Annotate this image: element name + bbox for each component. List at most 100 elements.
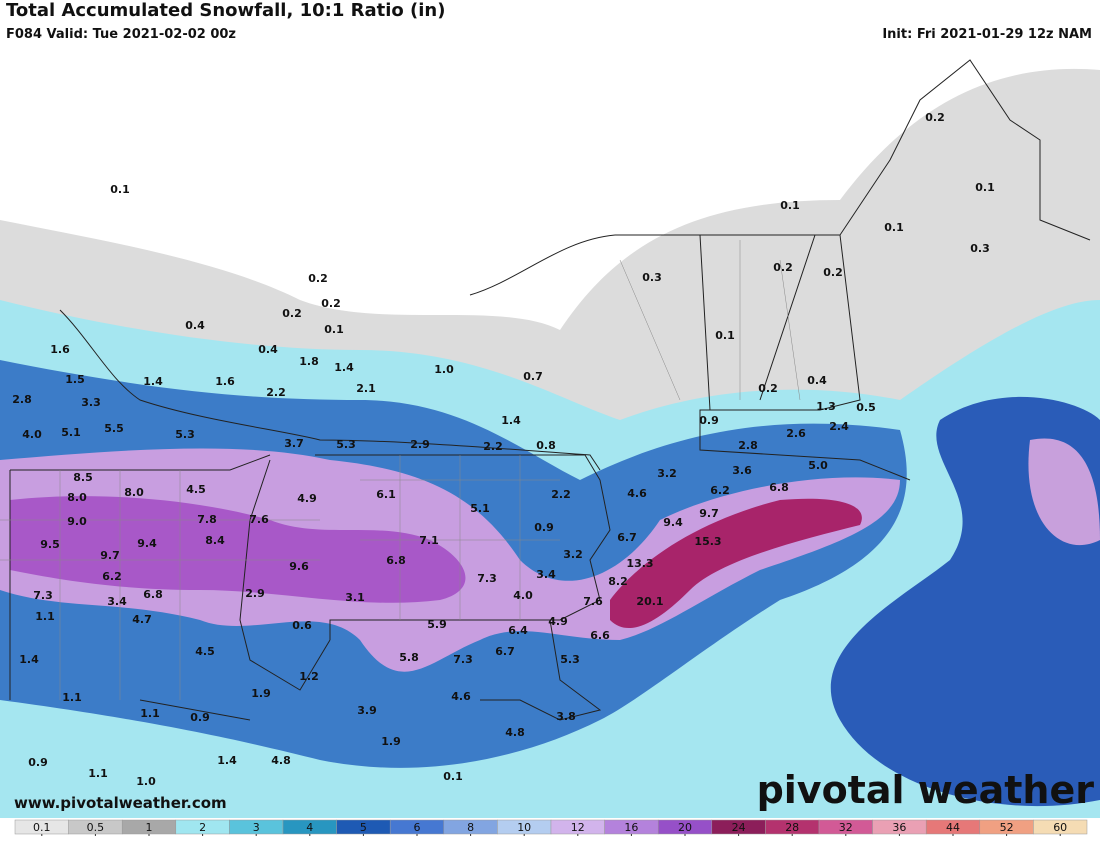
map: 0.1 0.2 0.2 0.2 0.1 0.4 0.4 1.6 1.8 1.4 1.0 0.7 1.5 1… bbox=[0, 46, 1100, 818]
colorbar-tick-label: 0.1 bbox=[33, 821, 51, 834]
snowfall-label: 3.4 bbox=[536, 568, 556, 581]
valid-time: F084 Valid: Tue 2021-02-02 00z bbox=[6, 27, 236, 42]
colorbar-tick-label: 52 bbox=[1000, 821, 1014, 834]
snowfall-label: 5.3 bbox=[336, 438, 356, 451]
snowfall-label: 0.1 bbox=[780, 199, 800, 212]
snowfall-label: 6.7 bbox=[495, 645, 515, 658]
colorbar-tick-label: 12 bbox=[571, 821, 585, 834]
snowfall-label: 3.3 bbox=[81, 396, 101, 409]
snowfall-label: 4.0 bbox=[22, 428, 42, 441]
snowfall-label: 1.0 bbox=[434, 363, 454, 376]
snowfall-label: 2.1 bbox=[356, 382, 376, 395]
snowfall-label: 0.4 bbox=[185, 319, 205, 332]
snowfall-label: 0.5 bbox=[856, 401, 876, 414]
snowfall-label: 1.9 bbox=[251, 687, 271, 700]
snowfall-label: 4.5 bbox=[195, 645, 215, 658]
snowfall-label: 2.9 bbox=[410, 438, 430, 451]
snowfall-label: 1.4 bbox=[143, 375, 163, 388]
snowfall-label: 3.8 bbox=[556, 710, 576, 723]
colorbar-tick-label: 24 bbox=[732, 821, 746, 834]
snowfall-label: 0.4 bbox=[807, 374, 827, 387]
snowfall-label: 2.4 bbox=[829, 420, 849, 433]
snowfall-label: 0.4 bbox=[258, 343, 278, 356]
colorbar: 0.1 0.5 1 2 3 4 5 6 8 10 12 16 20 24 28 32 36 44 52 60 bbox=[14, 819, 1088, 836]
snowfall-label: 2.6 bbox=[786, 427, 806, 440]
website: www.pivotalweather.com bbox=[14, 794, 227, 812]
snowfall-label: 0.1 bbox=[975, 181, 995, 194]
snowfall-label: 6.2 bbox=[710, 484, 730, 497]
snowfall-label: 2.2 bbox=[266, 386, 286, 399]
snowfall-label: 9.4 bbox=[663, 516, 683, 529]
snowfall-label: 0.9 bbox=[699, 414, 719, 427]
logo: pivotal weather bbox=[757, 768, 1095, 812]
snowfall-label: 7.3 bbox=[33, 589, 53, 602]
snowfall-label: 8.2 bbox=[608, 575, 628, 588]
snowfall-label: 2.8 bbox=[738, 439, 758, 452]
init-time: Init: Fri 2021-01-29 12z NAM bbox=[882, 27, 1092, 42]
snowfall-label: 0.1 bbox=[443, 770, 463, 783]
snowfall-label: 8.4 bbox=[205, 534, 225, 547]
snowfall-label: 1.9 bbox=[381, 735, 401, 748]
snowfall-label: 0.2 bbox=[823, 266, 843, 279]
colorbar-tick-label: 32 bbox=[839, 821, 853, 834]
snowfall-label: 7.3 bbox=[477, 572, 497, 585]
snowfall-label: 2.9 bbox=[245, 587, 265, 600]
snowfall-label: 2.2 bbox=[483, 440, 503, 453]
snowfall-label: 6.6 bbox=[590, 629, 610, 642]
snowfall-label: 3.2 bbox=[657, 467, 677, 480]
snowfall-label: 2.2 bbox=[551, 488, 571, 501]
snowfall-label: 1.1 bbox=[88, 767, 108, 780]
snowfall-label: 15.3 bbox=[694, 535, 721, 548]
snowfall-label: 6.2 bbox=[102, 570, 122, 583]
snowfall-label: 9.5 bbox=[40, 538, 60, 551]
snowfall-label: 1.1 bbox=[140, 707, 160, 720]
snowfall-label: 0.2 bbox=[308, 272, 328, 285]
snowfall-label: 1.4 bbox=[501, 414, 521, 427]
snowfall-label: 1.0 bbox=[136, 775, 156, 788]
snowfall-label: 1.3 bbox=[816, 400, 836, 413]
snowfall-label: 4.9 bbox=[297, 492, 317, 505]
snowfall-label: 3.6 bbox=[732, 464, 752, 477]
snowfall-label: 1.4 bbox=[217, 754, 237, 767]
title: Total Accumulated Snowfall, 10:1 Ratio (… bbox=[6, 0, 445, 21]
snowfall-label: 4.9 bbox=[548, 615, 568, 628]
colorbar-tick-label: 2 bbox=[199, 821, 206, 834]
colorbar-tick-label: 60 bbox=[1053, 821, 1067, 834]
snowfall-label: 9.7 bbox=[100, 549, 120, 562]
snowfall-label: 0.6 bbox=[292, 619, 312, 632]
colorbar-tick-label: 44 bbox=[946, 821, 960, 834]
value-labels: 0.1 0.2 0.2 0.2 0.1 0.4 0.4 1.6 1.8 1.4 1.0 0.7 1.5 1… bbox=[12, 111, 995, 788]
colorbar-tick-label: 20 bbox=[678, 821, 692, 834]
ocean-purple bbox=[1028, 438, 1100, 546]
snowfall-label: 4.7 bbox=[132, 613, 152, 626]
snowfall-label: 1.4 bbox=[334, 361, 354, 374]
snowfall-label: 1.1 bbox=[62, 691, 82, 704]
snowfall-label: 0.8 bbox=[536, 439, 556, 452]
snowfall-label: 5.1 bbox=[61, 426, 81, 439]
snowfall-label: 6.7 bbox=[617, 531, 637, 544]
snowfall-label: 3.2 bbox=[563, 548, 583, 561]
colorbar-tick-label: 1 bbox=[146, 821, 153, 834]
ocean-blue bbox=[830, 396, 1100, 807]
colorbar-tick-label: 36 bbox=[892, 821, 906, 834]
snowfall-label: 0.9 bbox=[534, 521, 554, 534]
snowfall-label: 0.2 bbox=[773, 261, 793, 274]
snowfall-label: 0.2 bbox=[925, 111, 945, 124]
snowfall-label: 7.6 bbox=[583, 595, 603, 608]
snowfall-label: 0.2 bbox=[758, 382, 778, 395]
snowfall-label: 1.6 bbox=[50, 343, 70, 356]
colorbar-tick-label: 28 bbox=[785, 821, 799, 834]
border-line bbox=[239, 234, 616, 691]
colorbar-tick-label: 3 bbox=[253, 821, 260, 834]
county-line bbox=[0, 240, 801, 700]
snowfall-label: 0.7 bbox=[523, 370, 543, 383]
colorbar-tick-label: 4 bbox=[306, 821, 313, 834]
snowfall-label: 8.0 bbox=[124, 486, 144, 499]
snowfall-label: 4.0 bbox=[513, 589, 533, 602]
county-lines bbox=[0, 240, 801, 700]
colorbar-tick-label: 5 bbox=[360, 821, 367, 834]
snowfall-label: 0.9 bbox=[28, 756, 48, 769]
snowfall-label: 1.4 bbox=[19, 653, 39, 666]
snowfall-label: 0.3 bbox=[970, 242, 990, 255]
